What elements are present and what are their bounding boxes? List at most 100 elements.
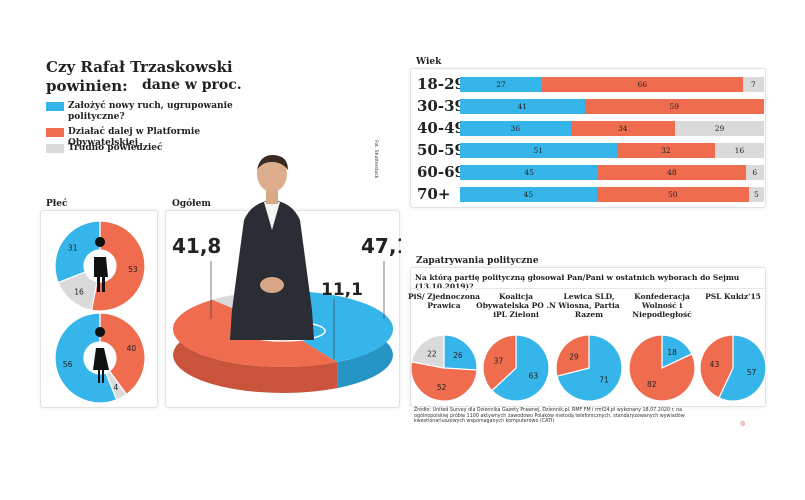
party-pie-slice — [718, 334, 767, 402]
age-bar-segment: 41 — [460, 99, 585, 114]
party-pie-slice — [699, 334, 734, 399]
party-pie-slice — [443, 334, 478, 371]
brand-logo-mark: ◎ — [740, 420, 746, 427]
party-pie-value-label: 37 — [494, 356, 504, 365]
party-name-label: Lewica SLD, Wiosna, Partia Razem — [558, 292, 620, 319]
age-bar-segment: 45 — [460, 187, 597, 202]
question-divider — [411, 288, 767, 289]
party-name-label: Koalicja Obywatelska PO .N iPL Zieloni — [476, 292, 556, 319]
age-bar-segment: 7 — [742, 77, 764, 92]
female-donut-slice — [99, 312, 146, 396]
party-pie-slice — [628, 334, 696, 402]
party-pie-value-label: 29 — [569, 352, 579, 361]
age-bar-track: 45 50 5 — [460, 187, 764, 202]
shirt-collar — [264, 202, 280, 230]
party-pie-value-label: 57 — [747, 368, 757, 377]
suit-jacket — [230, 200, 314, 340]
age-category-label: 70+ — [417, 185, 451, 203]
party-pie-slice — [482, 334, 517, 392]
age-row: 30-39 41 59 — [415, 97, 765, 116]
female-icon — [93, 327, 109, 383]
age-category-label: 40-49 — [417, 119, 465, 137]
party-donuts: 26 52 22 63 37 71 29 18 82 57 43 — [411, 334, 767, 402]
age-category-label: 60-69 — [417, 163, 465, 181]
age-panel: 18-29 27 66 7 30-39 41 59 40-49 36 34 29 50-59 51 32 1… — [410, 68, 766, 208]
party-name-label: PiS/ Zjednoczona Prawica — [407, 292, 481, 310]
age-row: 50-59 51 32 16 — [415, 141, 765, 160]
male-donut-value-label: 53 — [128, 265, 138, 274]
age-bar-segment: 29 — [674, 121, 764, 136]
overall-pie-side — [173, 299, 338, 393]
party-pie-value-label: 82 — [647, 380, 657, 389]
overall-value-label: 47,1 — [361, 234, 401, 258]
age-bar-segment: 34 — [570, 121, 675, 136]
age-row: 18-29 27 66 7 — [415, 75, 765, 94]
gender-donuts: 53 16 31 40 4 56 — [54, 220, 146, 404]
age-row: 70+ 45 50 5 — [415, 185, 765, 204]
face — [257, 156, 287, 192]
age-bar-track: 51 32 16 — [460, 143, 764, 158]
legend-label: Działać dalej w Platformie Obywatelskiej — [68, 127, 201, 148]
party-pie-value-label: 18 — [667, 348, 677, 357]
legend-swatch-gray — [46, 144, 64, 153]
age-bar-segment: 32 — [616, 143, 715, 158]
age-bar-segment: 51 — [460, 143, 617, 158]
female-donut-slice — [54, 312, 118, 404]
age-bar-track: 36 34 29 — [460, 121, 764, 136]
age-bar-track: 41 59 — [460, 99, 764, 114]
party-pie-value-label: 63 — [529, 372, 539, 381]
overall-value-label: 11,1 — [321, 280, 363, 300]
overall-section-label: Ogółem — [172, 199, 211, 209]
age-bar-segment: 66 — [542, 77, 743, 92]
age-section-label: Wiek — [416, 57, 442, 67]
age-bar-segment: 50 — [596, 187, 749, 202]
legend-label: Założyć nowy ruch, ugrupowanie polityczn… — [68, 101, 233, 122]
age-bar-track: 45 48 6 — [460, 165, 764, 180]
male-donut-value-label: 31 — [68, 243, 78, 252]
age-bar-segment: 59 — [584, 99, 764, 114]
political-question: Na którą partię polityczną głosował Pan/… — [415, 273, 740, 291]
party-pie-value-label: 26 — [453, 351, 463, 360]
party-pie-slice — [491, 334, 550, 402]
party-pie-value-label: 43 — [710, 360, 720, 369]
age-bar-segment: 48 — [598, 165, 746, 180]
gender-section-label: Płeć — [46, 199, 68, 209]
party-pie-value-label: 52 — [437, 383, 447, 392]
age-bar-segment: 5 — [748, 187, 764, 202]
female-donut-value-label: 4 — [114, 383, 119, 392]
age-bar-segment: 16 — [714, 143, 764, 158]
party-pie-value-label: 71 — [599, 376, 609, 385]
male-donut-slice — [54, 220, 101, 284]
age-category-label: 18-29 — [417, 75, 465, 93]
source-note: Źródło: United Survey dla Dziennika Gaze… — [414, 408, 685, 425]
legend-label: Trudno powiedzieć — [68, 143, 163, 153]
legend-swatch-blue — [46, 102, 64, 111]
gender-panel: 53 16 31 40 4 56 — [40, 210, 158, 408]
party-pie-slice — [555, 334, 590, 377]
age-category-label: 50-59 — [417, 141, 465, 159]
party-pie-slice — [411, 361, 478, 402]
page-title: Czy Rafał Trzaskowski powinien: — [46, 58, 233, 95]
party-pie-slice — [411, 334, 445, 369]
age-category-label: 30-39 — [417, 97, 465, 115]
unit-label: dane w proc. — [142, 77, 242, 93]
party-name-label: Konfederacja Wolność i Niepodległość — [632, 292, 692, 319]
male-icon — [94, 237, 108, 292]
party-name-label: PSL Kukiz'15 — [705, 292, 761, 301]
person-figure — [230, 154, 314, 340]
photo-credit: Fot. Shutterstock — [373, 140, 378, 179]
hair — [257, 154, 288, 170]
age-bar-segment: 45 — [460, 165, 599, 180]
party-pie-value-label: 22 — [427, 349, 437, 358]
male-donut-value-label: 16 — [74, 287, 84, 296]
hands — [260, 277, 284, 293]
age-bar-segment: 27 — [460, 77, 543, 92]
legend-swatch-orange — [46, 128, 64, 137]
political-section-label: Zapatrywania polityczne — [416, 256, 539, 266]
age-row: 40-49 36 34 29 — [415, 119, 765, 138]
female-donut-value-label: 40 — [127, 344, 137, 353]
political-panel: Na którą partię polityczną głosował Pan/… — [408, 267, 767, 407]
female-donut-value-label: 56 — [63, 360, 73, 369]
age-bar-segment: 6 — [745, 165, 764, 180]
age-bar-segment: 36 — [460, 121, 571, 136]
